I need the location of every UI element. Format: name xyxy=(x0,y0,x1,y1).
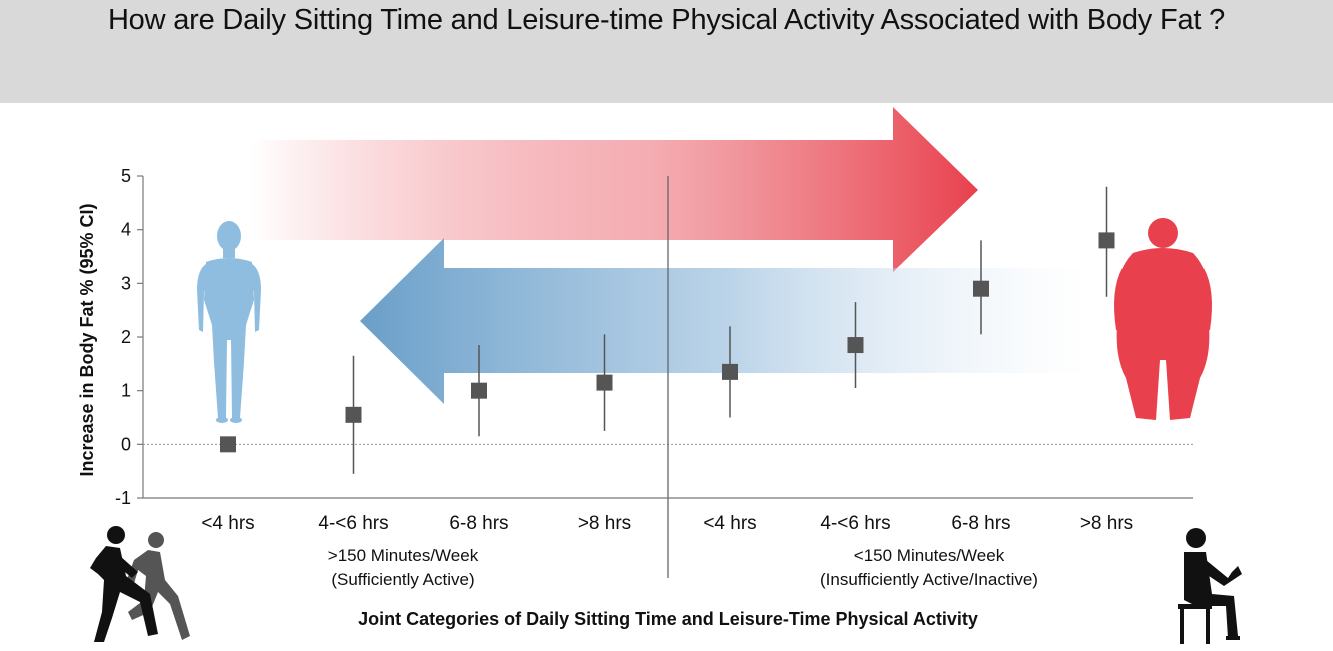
data-point-marker xyxy=(345,406,362,423)
group-label-line1: >150 Minutes/Week xyxy=(328,546,479,565)
data-point-marker xyxy=(1098,232,1115,249)
data-point-marker xyxy=(220,436,236,453)
red-arrow xyxy=(250,107,978,272)
title-banner xyxy=(0,0,1333,103)
y-tick-label: 4 xyxy=(121,220,131,240)
lean-human-body-icon xyxy=(197,221,261,423)
group-label-insufficiently-active: <150 Minutes/Week (Insufficiently Active… xyxy=(820,546,1038,589)
seated-person-reading-icon xyxy=(1178,528,1242,644)
x-category-label: <4 hrs xyxy=(703,513,756,534)
x-axis-title: Joint Categories of Daily Sitting Time a… xyxy=(358,609,978,629)
y-tick-label: -1 xyxy=(115,488,131,508)
y-tick-label: 0 xyxy=(121,434,131,454)
group-label-line1: <150 Minutes/Week xyxy=(854,546,1005,565)
data-point-marker xyxy=(847,337,864,354)
data-points xyxy=(220,186,1115,474)
x-category-label: 4-<6 hrs xyxy=(318,513,388,534)
x-category-label: <4 hrs xyxy=(201,513,254,534)
page-title: How are Daily Sitting Time and Leisure-t… xyxy=(107,4,1226,36)
y-tick-label: 2 xyxy=(121,327,131,347)
x-category-labels: <4 hrs 4-<6 hrs 6-8 hrs >8 hrs <4 hrs 4-<6 hr… xyxy=(201,513,1133,534)
group-label-line2: (Insufficiently Active/Inactive) xyxy=(820,570,1038,589)
data-point-marker xyxy=(471,382,487,399)
y-tick-label: 3 xyxy=(121,273,131,293)
group-label-sufficiently-active: >150 Minutes/Week (Sufficiently Active) xyxy=(328,546,479,589)
obese-human-body-icon xyxy=(1114,218,1212,420)
y-tick-label: 5 xyxy=(121,166,131,186)
runners-icon xyxy=(90,526,190,642)
x-category-label: >8 hrs xyxy=(578,513,631,534)
data-point-marker xyxy=(722,363,738,380)
y-axis-title: Increase in Body Fat % (95% CI) xyxy=(77,203,97,476)
x-category-label: 4-<6 hrs xyxy=(820,513,890,534)
x-category-label: 6-8 hrs xyxy=(449,513,508,534)
x-category-label: 6-8 hrs xyxy=(951,513,1010,534)
data-point-marker xyxy=(973,280,989,297)
y-tick-label: 1 xyxy=(121,381,131,401)
group-label-line2: (Sufficiently Active) xyxy=(331,570,474,589)
blue-arrow xyxy=(360,238,1090,404)
y-axis: -1 0 1 2 3 4 5 xyxy=(115,166,144,508)
x-category-label: >8 hrs xyxy=(1080,513,1133,534)
data-point-marker xyxy=(596,374,613,391)
